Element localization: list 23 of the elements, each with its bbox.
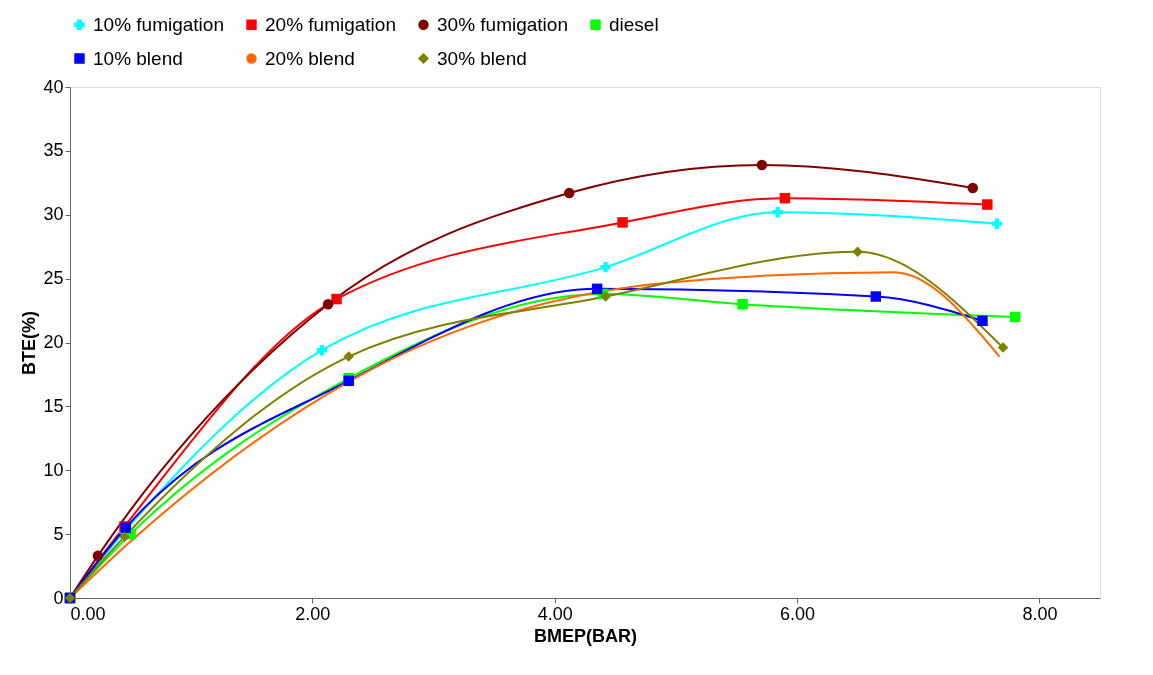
y-tick-label: 30	[43, 204, 64, 225]
x-tick-label: 2.00	[295, 603, 331, 624]
y-tick-label: 20	[43, 332, 64, 352]
y-tick-label: 25	[43, 268, 64, 289]
x-tick-label: 4.00	[537, 603, 573, 624]
legend-label: 20% blend	[265, 47, 355, 69]
legend-label: 30% fumigation	[437, 13, 568, 35]
y-tick-label: 40	[43, 76, 64, 97]
x-tick-label: 8.00	[1022, 603, 1058, 624]
x-tick-label: 6.00	[780, 603, 816, 624]
y-tick-label: 0	[53, 587, 64, 608]
y-tick-label: 5	[53, 523, 64, 544]
legend-label: 10% blend	[93, 47, 183, 69]
legend-label: 10% fumigation	[93, 13, 224, 35]
legend-label: diesel	[609, 13, 659, 35]
x-axis-title: BMEP(BAR)	[534, 625, 637, 646]
legend-label: 20% fumigation	[265, 13, 396, 35]
y-tick-label: 35	[43, 140, 64, 161]
y-tick-label: 15	[43, 395, 64, 416]
legend-label: 30% blend	[437, 47, 527, 69]
x-tick-label: 0.00	[70, 603, 106, 624]
y-axis-title: BTE(%)	[19, 311, 40, 375]
y-tick-label: 10	[43, 459, 64, 480]
